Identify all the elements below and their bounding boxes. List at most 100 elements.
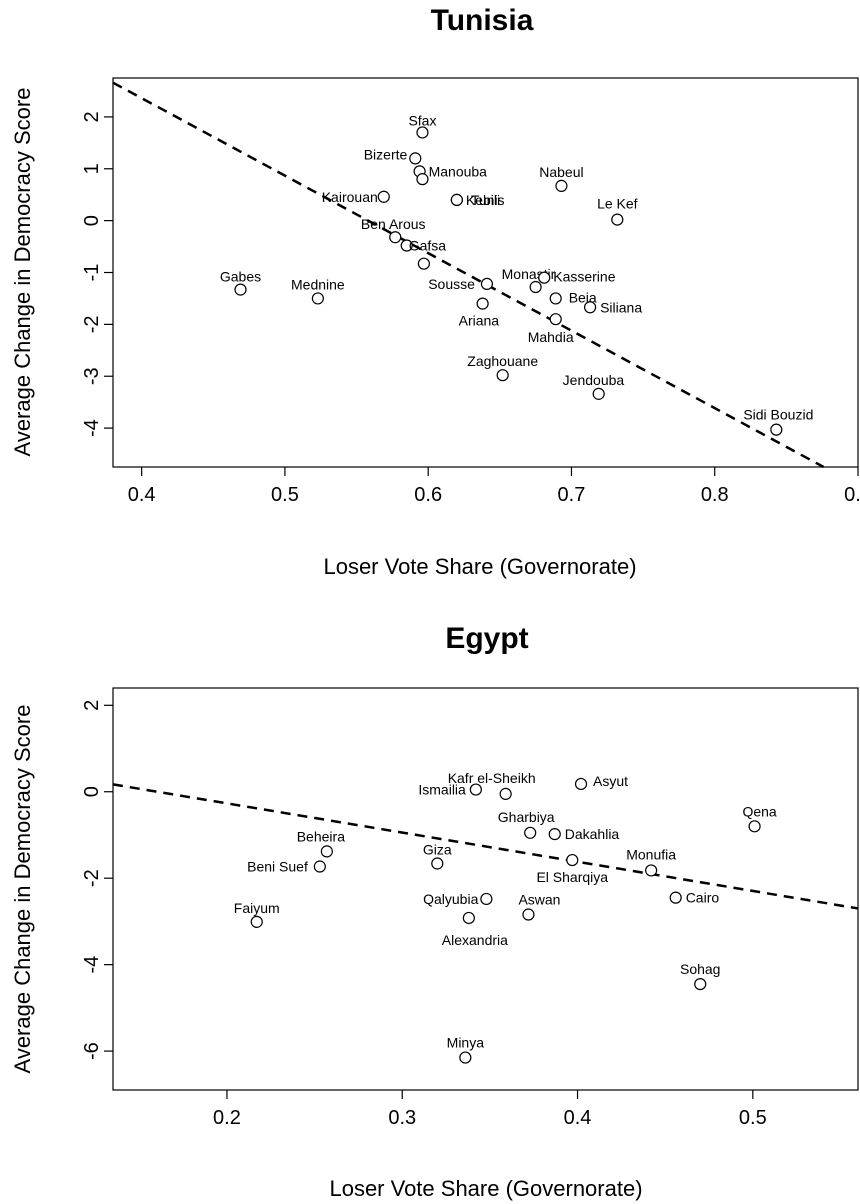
x-tick-label: 0.5 — [271, 484, 299, 506]
data-point — [549, 313, 562, 326]
y-tick-label: 0 — [81, 215, 103, 226]
data-point — [311, 292, 324, 305]
point-label: Aswan — [518, 892, 560, 908]
y-tick-label: -4 — [81, 956, 103, 974]
chart-panel-egypt: Egypt 0.2 0.3 0.4 0.5 -6 -4 -2 0 2 Kafr el-Shei… — [10, 622, 859, 1201]
point-label: Gharbiya — [498, 809, 555, 825]
point-label: Zaghouane — [467, 353, 538, 369]
data-point — [389, 231, 402, 244]
data-point — [499, 787, 512, 801]
data-point — [459, 1051, 472, 1064]
point-label: Sohag — [680, 961, 720, 977]
x-tick-label: 0.8 — [701, 484, 729, 506]
data-point — [549, 292, 562, 305]
chart-title: Egypt — [445, 622, 528, 655]
y-tick-label: -1 — [81, 264, 103, 282]
point-label: Mednine — [291, 276, 345, 292]
x-tick-label: 0.9 — [844, 484, 860, 506]
y-tick-label: 1 — [81, 163, 103, 174]
point-label: Ariana — [459, 313, 500, 329]
point-label: Kafr el-Sheikh — [448, 770, 536, 786]
data-point — [566, 853, 579, 867]
point-label: Beni Suef — [247, 859, 308, 875]
point-label: Jendouba — [563, 372, 625, 388]
data-point — [417, 257, 430, 270]
point-label: Faiyum — [234, 900, 280, 916]
point-label: El Sharqiya — [536, 869, 608, 885]
point-label: Kasserine — [553, 269, 615, 285]
data-point — [592, 387, 605, 400]
point-label: Cairo — [686, 890, 720, 906]
point-label: Asyut — [593, 773, 628, 789]
x-tick-label: 0.4 — [128, 484, 156, 506]
point-label: Alexandria — [442, 932, 508, 948]
x-tick-label: 0.4 — [564, 1107, 592, 1129]
point-label: Beheira — [297, 828, 345, 844]
point-label: Dakahlia — [565, 826, 620, 842]
data-point — [416, 126, 429, 139]
plot-frame — [112, 687, 859, 1091]
point-label: Kebili — [466, 192, 500, 208]
x-tick-label: 0.6 — [414, 484, 442, 506]
data-points: Sfax Bizerte Manouba Nabeul Kairouan KebiliTu… — [220, 112, 813, 436]
data-point — [409, 152, 422, 165]
data-point — [416, 173, 429, 186]
point-label: Qalyubia — [423, 891, 478, 907]
y-axis: -4 -3 -2 -1 0 1 2 — [81, 111, 113, 437]
data-point — [669, 891, 682, 904]
data-point — [538, 271, 551, 284]
data-point — [645, 864, 658, 877]
x-axis: 0.4 0.5 0.6 0.7 0.8 0.9 — [128, 467, 860, 506]
y-axis: -6 -4 -2 0 2 — [81, 700, 113, 1060]
data-point — [583, 301, 597, 314]
point-label: Tunis — [471, 192, 505, 208]
point-label: Ismailia — [418, 782, 466, 798]
data-point — [548, 828, 561, 841]
point-label: Nabeul — [539, 164, 583, 180]
data-point — [522, 908, 535, 921]
data-point — [480, 277, 494, 291]
x-axis: 0.2 0.3 0.4 0.5 — [213, 1090, 767, 1129]
chart-panel-tunisia: Tunisia 0.4 0.5 0.6 0.7 0.8 0.9 -4 -3 -2 -1 0 1 2 S… — [10, 4, 860, 579]
data-point — [431, 857, 444, 870]
y-tick-label: -2 — [81, 315, 103, 333]
data-point — [377, 190, 390, 203]
point-label: Mahdia — [528, 329, 574, 345]
data-point — [524, 826, 537, 839]
y-tick-label: -6 — [81, 1042, 103, 1060]
point-label: Kairouan — [322, 189, 378, 205]
point-label: Giza — [423, 841, 452, 857]
x-axis-label: Loser Vote Share (Governorate) — [329, 1176, 642, 1201]
data-point — [748, 820, 761, 833]
data-point — [462, 911, 475, 925]
point-label: Monufia — [626, 846, 676, 862]
point-label: Bizerte — [364, 146, 408, 162]
point-label: Sousse — [428, 276, 475, 292]
point-label: Ben Arous — [361, 216, 426, 232]
y-tick-label: -3 — [81, 367, 103, 385]
y-tick-label: 2 — [81, 111, 103, 122]
y-tick-label: -4 — [81, 419, 103, 437]
point-label: Sfax — [408, 112, 436, 128]
point-label: Le Kef — [597, 196, 638, 212]
point-label: Siliana — [600, 299, 642, 315]
y-axis-label: Average Change in Democracy Score — [10, 88, 35, 457]
data-point — [313, 860, 326, 873]
data-point — [496, 369, 509, 382]
data-point — [611, 213, 624, 226]
data-point — [694, 977, 707, 991]
point-label: Minya — [447, 1035, 485, 1051]
fit-line — [112, 783, 859, 910]
point-label: Qena — [742, 803, 776, 819]
data-point — [450, 193, 463, 206]
y-tick-label: -2 — [81, 869, 103, 887]
data-point — [770, 423, 783, 436]
y-tick-label: 2 — [81, 700, 103, 711]
data-point — [476, 297, 489, 310]
data-point — [320, 845, 333, 858]
y-axis-label: Average Change in Democracy Score — [10, 705, 35, 1074]
regression-line — [112, 783, 859, 910]
point-label: Manouba — [429, 163, 488, 179]
x-tick-label: 0.2 — [213, 1107, 241, 1129]
